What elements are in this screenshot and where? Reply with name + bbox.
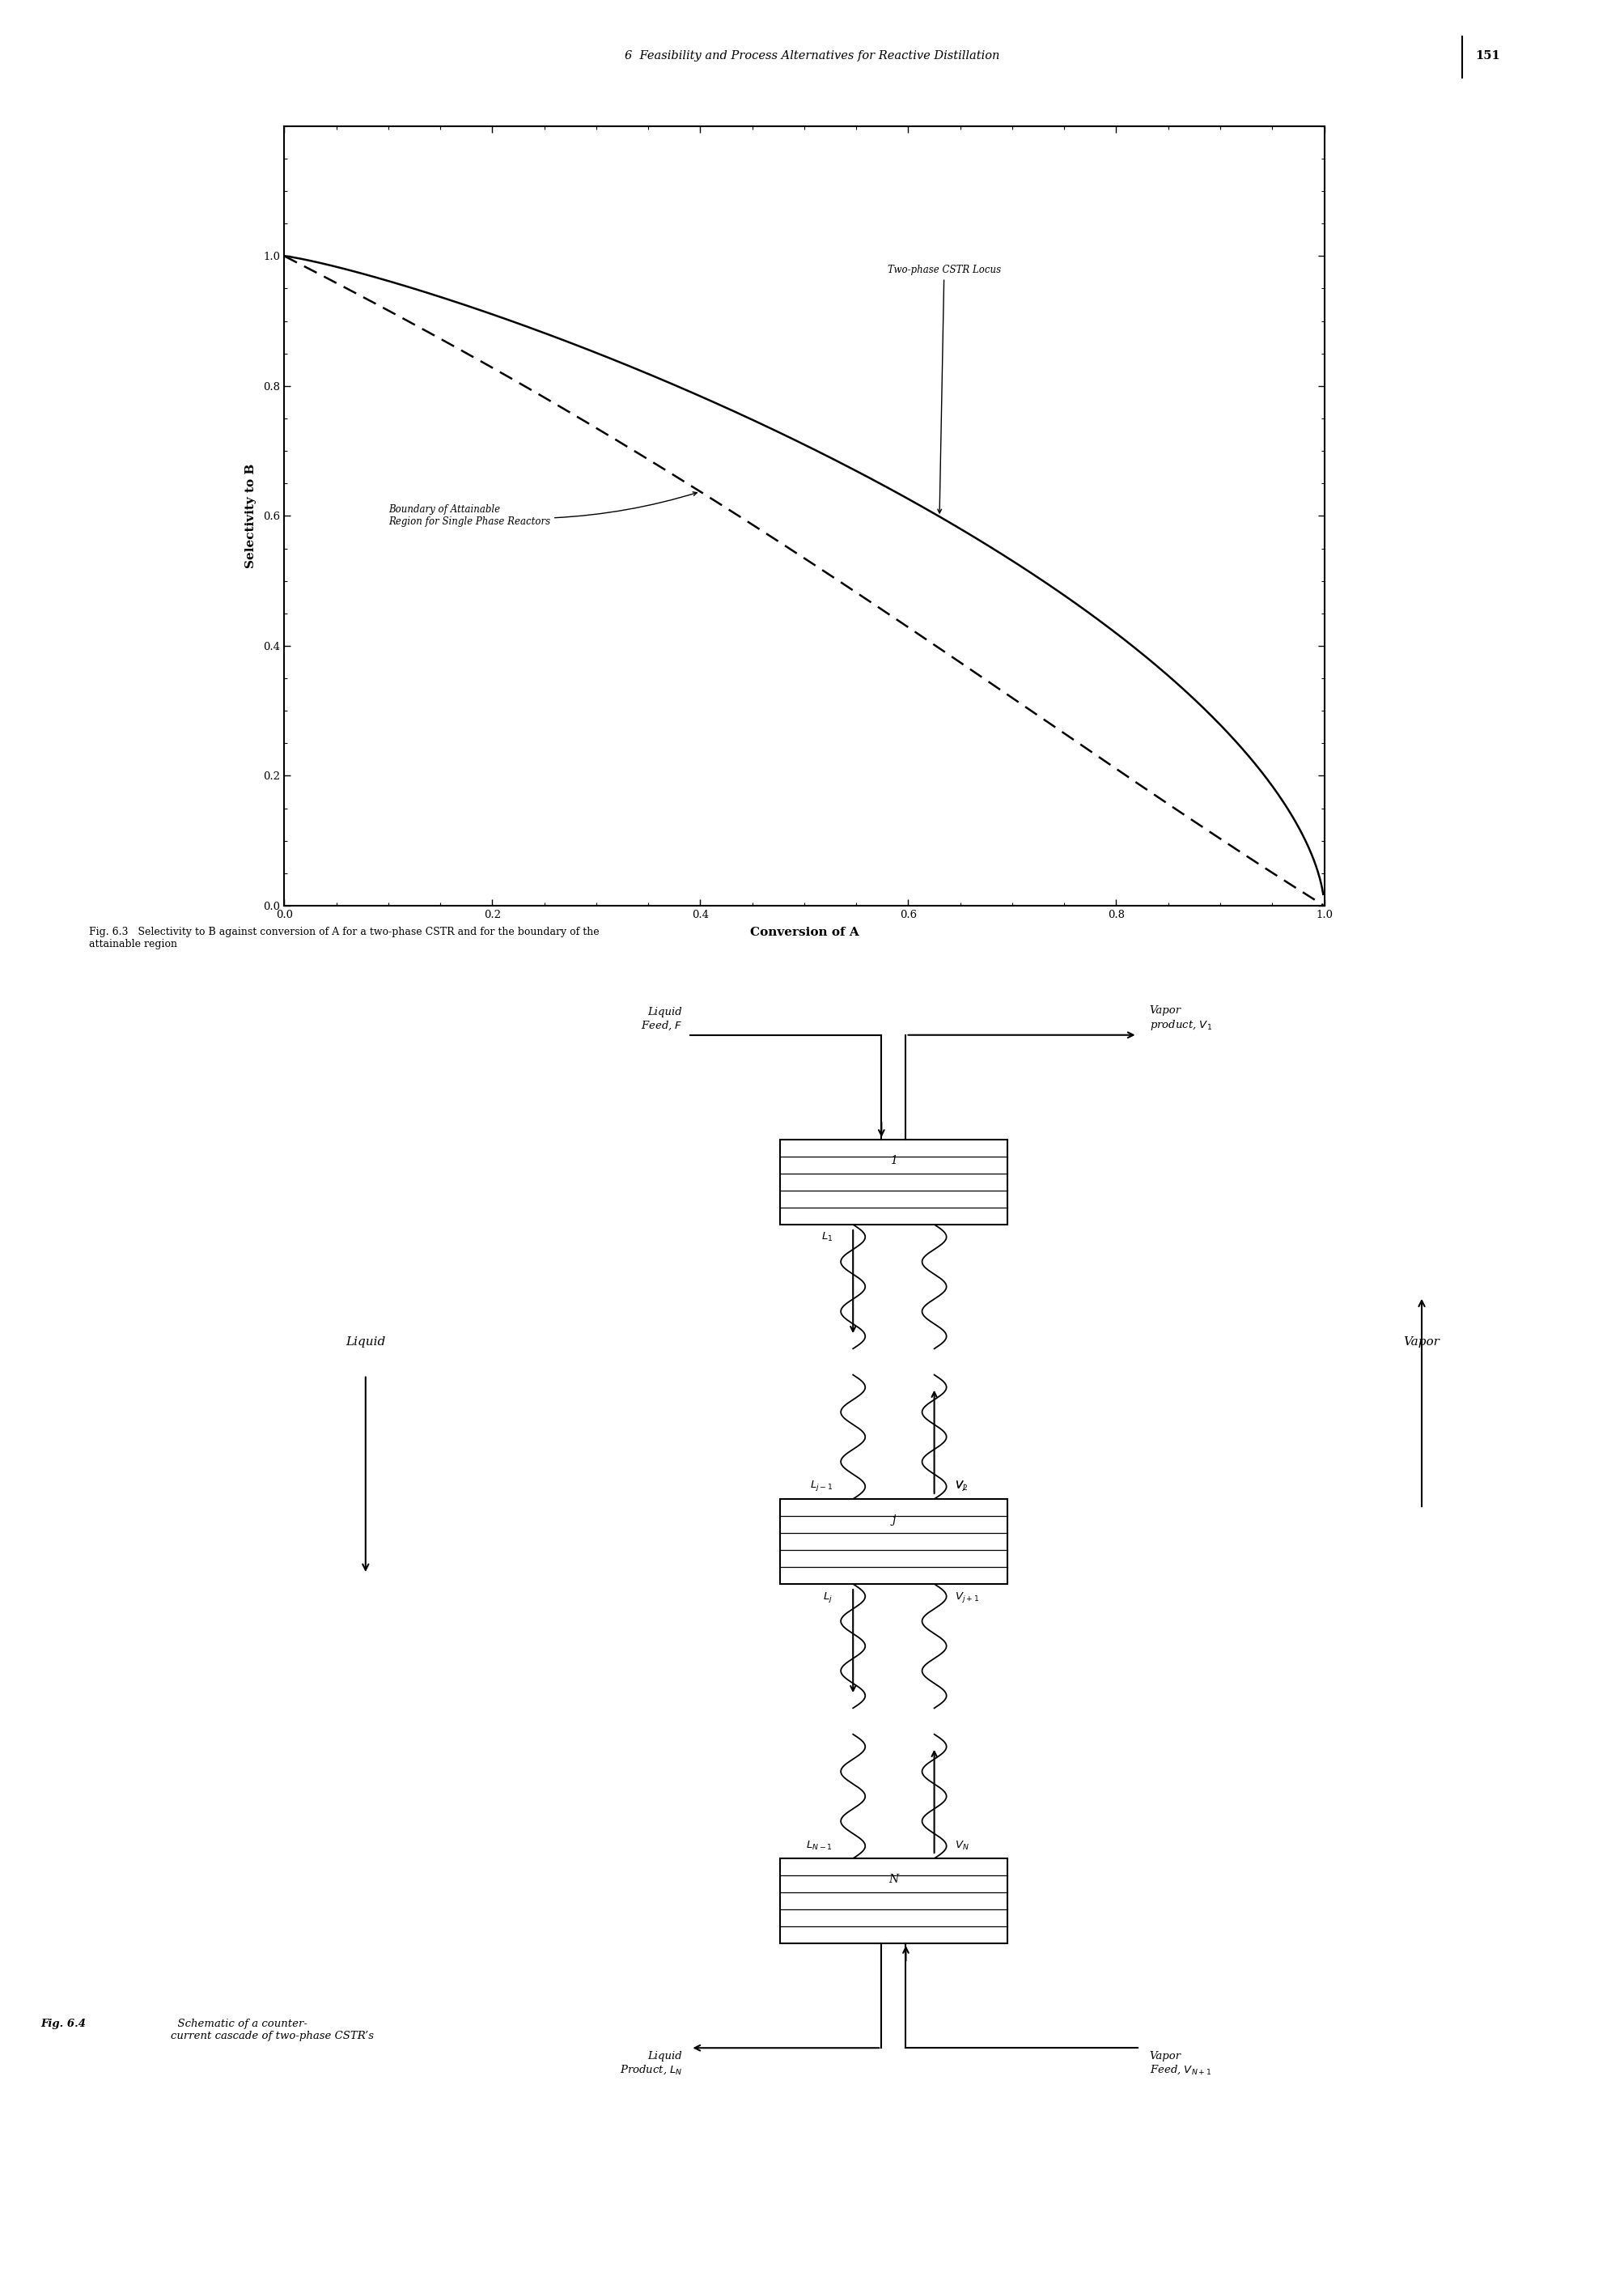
Bar	[780, 1857, 1007, 1944]
Text: Liquid
Feed, $F$: Liquid Feed, $F$	[640, 1007, 682, 1032]
Text: $L_1$: $L_1$	[820, 1231, 833, 1243]
Text: $V_j$: $V_j$	[955, 1479, 965, 1493]
Text: Fig. 6.3   Selectivity to B against conversion of A for a two-phase CSTR and for: Fig. 6.3 Selectivity to B against conver…	[89, 926, 599, 949]
Text: Schematic of a counter-
current cascade of two-phase CSTR’s: Schematic of a counter- current cascade …	[171, 2018, 374, 2041]
Text: Vapor
product, $V_1$: Vapor product, $V_1$	[1150, 1007, 1212, 1032]
Text: $V_N$: $V_N$	[955, 1839, 968, 1853]
Text: j: j	[892, 1516, 895, 1525]
Text: $L_j$: $L_j$	[823, 1591, 833, 1605]
Text: $V_2$: $V_2$	[955, 1481, 966, 1493]
Text: Vapor: Vapor	[1403, 1337, 1439, 1348]
Text: Liquid
Product, $L_N$: Liquid Product, $L_N$	[619, 2052, 682, 2075]
Bar	[780, 1140, 1007, 1224]
Text: 1: 1	[890, 1156, 896, 1167]
Text: $L_{N-1}$: $L_{N-1}$	[806, 1839, 833, 1853]
Text: Vapor
Feed, $V_{N+1}$: Vapor Feed, $V_{N+1}$	[1150, 2052, 1212, 2075]
Text: Two-phase CSTR Locus: Two-phase CSTR Locus	[887, 266, 1000, 514]
Text: 6  Feasibility and Process Alternatives for Reactive Distillation: 6 Feasibility and Process Alternatives f…	[625, 50, 999, 62]
Text: $V_{j+1}$: $V_{j+1}$	[955, 1591, 978, 1605]
Text: N: N	[888, 1873, 898, 1885]
Text: Boundary of Attainable
Region for Single Phase Reactors: Boundary of Attainable Region for Single…	[388, 493, 697, 527]
Text: Liquid: Liquid	[346, 1337, 385, 1348]
X-axis label: Conversion of A: Conversion of A	[749, 926, 859, 938]
Y-axis label: Selectivity to B: Selectivity to B	[245, 463, 257, 569]
Text: 151: 151	[1475, 50, 1499, 62]
Bar	[780, 1500, 1007, 1584]
Text: Fig. 6.4: Fig. 6.4	[41, 2018, 86, 2029]
Text: $L_{j-1}$: $L_{j-1}$	[809, 1479, 833, 1493]
